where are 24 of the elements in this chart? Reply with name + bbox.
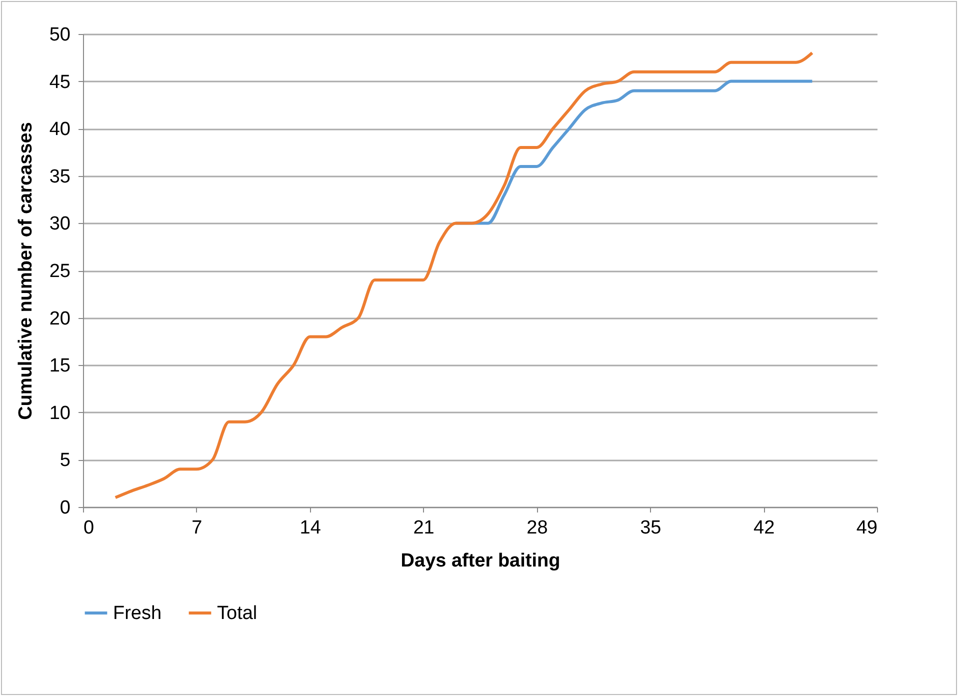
legend-label: Fresh [113, 603, 162, 624]
y-tick-label: 50 [49, 24, 70, 46]
x-tick-label: 7 [192, 518, 202, 538]
y-tick-label: 15 [49, 356, 70, 377]
y-tick-label: 0 [60, 498, 70, 518]
x-tick-label: 28 [526, 518, 548, 538]
x-axis-title: Days after baiting [400, 550, 560, 572]
x-tick-label: 0 [84, 518, 94, 538]
y-tick-label: 5 [60, 450, 70, 472]
line-series [114, 51, 814, 500]
x-tick-label: 35 [640, 518, 662, 538]
y-axis-title: Cumulative number of carcasses [15, 122, 36, 420]
legend-label: Total [217, 603, 258, 624]
x-tick-label: 21 [413, 518, 434, 538]
y-tick-label: 30 [49, 214, 70, 235]
x-tick-label: 42 [754, 518, 775, 538]
y-tick-label: 35 [49, 166, 70, 188]
y-tick-label: 10 [49, 402, 70, 424]
x-tick-label: 14 [300, 518, 322, 538]
x-tick-label: 49 [856, 518, 878, 538]
y-tick-label: 45 [49, 72, 70, 93]
y-tick-label: 40 [49, 119, 70, 140]
y-tick-label: 25 [49, 261, 70, 282]
y-tick-label: 20 [49, 308, 70, 330]
